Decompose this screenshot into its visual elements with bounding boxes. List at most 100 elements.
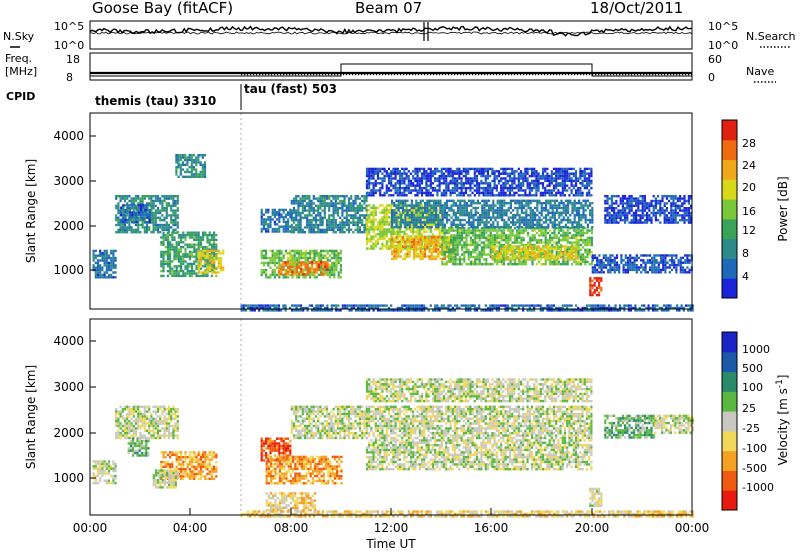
nave-dot [355,74,357,76]
power-cell-r12 [452,234,455,237]
power-cell-r9 [334,197,337,200]
power-cell-r14 [518,199,521,202]
power-cell-r3 [162,250,165,254]
power-cell-r10 [420,209,424,212]
power-cell-r13 [557,245,560,248]
power-cell-r2 [120,209,123,212]
power-cell-r2 [131,221,134,224]
power-cell-r8 [276,218,279,221]
power-cell-r3 [213,238,216,242]
power-cell-r9 [306,197,309,200]
power-cell-r10 [387,230,391,233]
power-cell-r14 [589,214,592,217]
power-cell-r12 [577,243,580,247]
nave-dot [676,74,678,76]
power-cell-r13 [555,257,558,260]
power-cell-r11 [428,243,431,246]
power-cell-r6 [271,271,274,274]
power-cell-r7 [293,268,296,271]
power-cell-r14 [459,214,462,217]
power-cell-r1 [159,209,162,212]
power-cell-r14 [419,202,422,205]
power-cell-r3 [208,253,211,256]
power-cell-r14 [501,206,504,210]
power-cell-r12 [540,229,543,232]
nave-dot [406,74,408,76]
power-cell-r12 [560,263,563,266]
power-cell-r12 [584,260,587,263]
power-cell-r8 [262,223,265,226]
power-cell-r14 [498,199,501,202]
power-cell-r6 [273,273,276,277]
power-cell-r12 [555,236,558,239]
power-cell-r9 [341,209,344,212]
power-cell-r14 [525,204,528,207]
power-cell-r5 [201,156,204,159]
power-cell-r5 [195,168,198,171]
power-cell-r2 [122,211,125,214]
power-cell-r14 [501,211,504,214]
power-cell-r5 [199,161,202,164]
power-cell-r9 [317,209,320,212]
power-cell-r3 [182,233,185,237]
power-cell-r10 [418,233,421,236]
power-cell-r15 [416,179,419,183]
power-cell-r14 [419,199,422,202]
power-cell-r1 [119,199,122,203]
power-cell-r6 [271,252,274,255]
power-cell-r13 [530,252,534,255]
power-cell-r14 [476,202,479,205]
power-cell-r12 [544,229,547,232]
power-cell-r3 [199,238,202,242]
power-cell-r14 [450,223,453,226]
power-cell-r6 [269,273,272,277]
power-cell-r0 [105,261,108,265]
power-cell-r14 [446,221,449,224]
power-cell-r14 [529,221,532,224]
power-cell-r10 [403,247,406,250]
power-cell-r6 [280,249,283,253]
power-cell-r12 [454,260,457,263]
power-cell-r15 [374,172,377,175]
nave-dot [439,74,441,76]
power-cell-r3 [160,274,163,278]
power-cell-r3 [210,236,213,239]
power-cell-r15 [379,182,382,185]
nave-dot [583,74,585,76]
power-cell-r14 [523,216,526,219]
power-cell-r6 [260,252,263,255]
power-cell-r9 [358,216,362,219]
power-cell-r9 [321,199,324,203]
power-cell-r15 [396,170,399,173]
power-cell-r12 [474,241,477,244]
power-cell-r14 [428,221,431,224]
power-cell-r14 [573,204,576,207]
power-cell-r13 [552,254,556,258]
power-cell-r13 [508,247,512,250]
power-cell-r14 [391,226,394,229]
power-cell-r14 [435,226,438,229]
power-cell-r14 [496,206,499,210]
power-cell-r14 [567,209,570,212]
power-cell-r1 [115,204,118,207]
power-cell-r14 [465,202,468,205]
power-cell-r14 [547,211,550,214]
power-cell-r12 [562,251,565,254]
power-cell-r0 [101,276,104,279]
power-cell-r15 [420,179,424,183]
power-cell-r14 [527,223,530,226]
power-cell-r14 [470,209,473,212]
power-cell-r14 [560,214,563,217]
power-cell-r3 [195,238,198,242]
power-cell-r1 [156,226,160,229]
nave-dot [262,74,264,76]
power-cell-r3 [186,233,189,237]
power-cell-r12 [447,236,450,239]
power-cell-r3 [173,250,176,254]
power-cell-r12 [513,263,516,266]
power-cell-r4 [197,261,201,265]
power-cell-r14 [426,226,429,229]
power-cell-r6 [287,268,290,272]
power-cell-r15 [401,177,404,180]
power-cell-r12 [450,258,453,261]
